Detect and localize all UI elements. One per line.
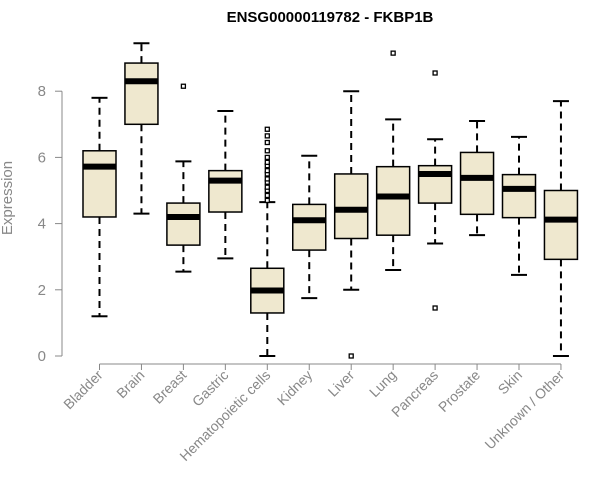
- iqr-box: [501, 173, 537, 219]
- outlier-point: [264, 148, 270, 154]
- box-prostate: [459, 119, 495, 237]
- x-tick-label: Skin: [495, 367, 526, 398]
- x-tick-label: Breast: [150, 367, 190, 407]
- box-kidney: [292, 154, 327, 300]
- iqr-box: [208, 169, 243, 213]
- x-tick-label: Prostate: [435, 367, 483, 415]
- box-liver: [333, 90, 369, 359]
- outlier-point: [264, 192, 270, 199]
- box-bladder: [82, 96, 117, 318]
- iqr-box: [375, 165, 411, 236]
- x-tick-label: Liver: [325, 367, 358, 400]
- box-breast: [166, 83, 201, 273]
- iqr-box: [166, 202, 201, 246]
- x-tick-label: Unknown / Other: [481, 367, 567, 453]
- chart-title: ENSG00000119782 - FKBP1B: [227, 9, 434, 26]
- iqr-box: [543, 189, 579, 261]
- y-axis-label: Expression: [0, 161, 16, 235]
- x-tick-label: Kidney: [274, 367, 316, 409]
- outlier-point: [264, 159, 270, 166]
- x-tick-label: Pancreas: [388, 367, 441, 420]
- outlier-point: [180, 83, 187, 89]
- x-tick-label: Brain: [113, 367, 147, 401]
- outlier-point: [432, 70, 438, 76]
- box-brain: [124, 42, 159, 215]
- outlier-point: [264, 197, 270, 204]
- box-hematopoietic-cells: [250, 126, 285, 357]
- y-axis: 0 2 4 6 8: [38, 83, 63, 365]
- iqr-box: [124, 62, 159, 126]
- outlier-point: [264, 139, 270, 146]
- iqr-box: [82, 150, 117, 218]
- y-tick-label: 0: [38, 348, 46, 365]
- iqr-box: [333, 173, 369, 240]
- iqr-box: [459, 151, 495, 216]
- outlier-point: [432, 305, 438, 311]
- outlier-point: [264, 167, 270, 174]
- box-lung: [375, 50, 411, 271]
- y-tick-label: 2: [38, 282, 46, 299]
- outlier-point: [264, 184, 270, 190]
- outlier-point: [264, 154, 270, 161]
- box-skin: [501, 135, 537, 276]
- outlier-point: [348, 353, 354, 359]
- outlier-point: [390, 50, 396, 56]
- box-unknown-other: [543, 100, 579, 357]
- box-pancreas: [417, 70, 453, 311]
- x-tick-label: Bladder: [60, 367, 106, 413]
- box-gastric: [208, 110, 243, 260]
- outlier-point: [264, 126, 270, 132]
- y-tick-label: 8: [38, 83, 46, 100]
- y-tick-label: 6: [38, 149, 46, 166]
- outlier-point: [264, 176, 270, 182]
- x-tick-label: Lung: [366, 367, 399, 400]
- box-series: [82, 42, 579, 359]
- outlier-point: [264, 133, 270, 139]
- y-tick-label: 4: [38, 216, 46, 233]
- iqr-box: [292, 203, 327, 251]
